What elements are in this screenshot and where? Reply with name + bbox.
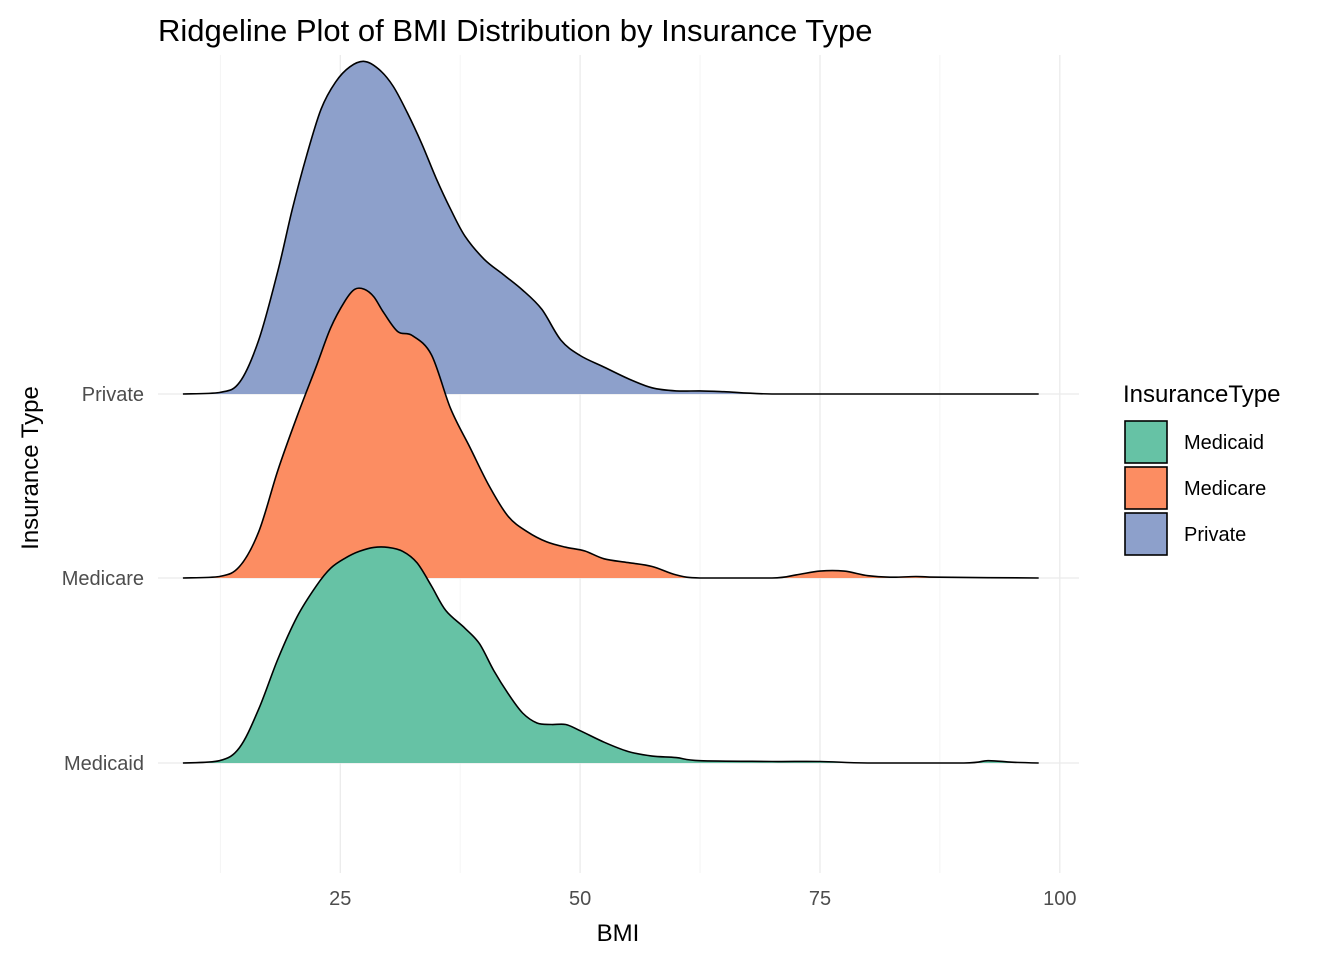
y-tick-label: Private: [82, 384, 144, 406]
legend-key-private: [1124, 512, 1168, 556]
x-axis-ticks: 25 50 75 100: [329, 888, 1076, 910]
y-tick-label: Medicare: [62, 568, 144, 590]
chart-title: Ridgeline Plot of BMI Distribution by In…: [158, 13, 873, 48]
y-tick-label: Medicaid: [64, 753, 144, 775]
ridge-outline-private: [182, 60, 1039, 395]
ridge-layer: [182, 60, 1039, 764]
legend-label-private: Private: [1184, 524, 1246, 546]
x-axis-title: BMI: [597, 920, 640, 947]
legend-key-medicare: [1124, 466, 1168, 510]
legend: InsuranceType Medicaid Medicare Private: [1123, 381, 1280, 556]
ridge-fill-medicaid: [182, 546, 1039, 763]
legend-label-medicaid: Medicaid: [1184, 432, 1264, 454]
ridge-fill-private: [182, 61, 1039, 395]
x-tick-label: 100: [1043, 888, 1076, 910]
legend-title: InsuranceType: [1123, 381, 1280, 408]
y-axis-ticks: Medicaid Medicare Private: [62, 384, 144, 775]
y-axis-title: Insurance Type: [17, 386, 44, 550]
ridge-outline-medicare: [182, 287, 1039, 579]
x-tick-label: 50: [569, 888, 591, 910]
x-tick-label: 75: [809, 888, 831, 910]
x-tick-label: 25: [329, 888, 351, 910]
legend-key-medicaid: [1124, 420, 1168, 464]
legend-label-medicare: Medicare: [1184, 478, 1266, 500]
ridge-fill-medicare: [182, 288, 1039, 578]
ridge-outline-medicaid: [182, 546, 1039, 764]
